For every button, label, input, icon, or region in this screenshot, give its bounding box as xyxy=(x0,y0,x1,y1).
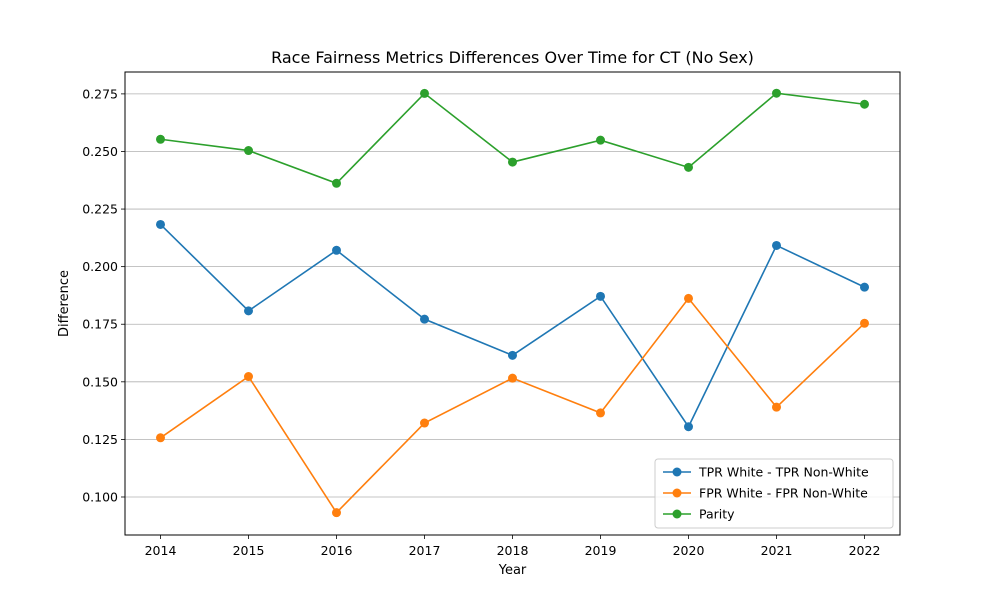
y-axis: 0.100 0.125 0.150 0.175 0.200 0.225 0.250 0.275 xyxy=(82,86,125,504)
x-tick-label: 2021 xyxy=(761,543,793,558)
series-layer xyxy=(156,88,869,518)
x-tick-label: 2017 xyxy=(409,543,441,558)
data-point xyxy=(420,314,429,324)
data-point xyxy=(596,135,605,145)
x-axis-label: Year xyxy=(498,563,527,578)
data-point xyxy=(860,318,869,328)
x-tick-label: 2014 xyxy=(145,543,177,558)
legend-box xyxy=(654,458,894,529)
data-point xyxy=(772,88,781,98)
data-point xyxy=(332,508,341,518)
y-axis-label: Difference xyxy=(57,270,72,337)
y-tick-label: 0.250 xyxy=(82,144,118,159)
y-tick-label: 0.275 xyxy=(82,86,118,101)
y-tick-label: 0.225 xyxy=(82,202,118,217)
data-point xyxy=(860,282,869,292)
x-tick-label: 2020 xyxy=(673,543,705,558)
data-point xyxy=(244,146,253,156)
data-point xyxy=(508,373,517,383)
y-tick-label: 0.125 xyxy=(82,432,118,447)
data-point xyxy=(156,433,165,443)
data-point xyxy=(860,99,869,109)
data-point xyxy=(684,293,693,303)
data-point xyxy=(684,422,693,432)
data-point xyxy=(508,350,517,360)
data-point xyxy=(420,88,429,98)
series-2 xyxy=(156,293,869,518)
series-1 xyxy=(156,219,869,432)
legend-label: TPR White - TPR Non-White xyxy=(698,465,869,480)
series-3 xyxy=(156,88,869,188)
x-tick-label: 2018 xyxy=(497,543,529,558)
data-point xyxy=(772,402,781,412)
x-axis: 2014 2015 2016 2017 2018 2019 2020 2021 2022 xyxy=(145,535,881,558)
data-point xyxy=(772,240,781,250)
data-point xyxy=(596,408,605,418)
legend-label: FPR White - FPR Non-White xyxy=(699,486,868,501)
x-tick-label: 2019 xyxy=(585,543,617,558)
x-tick-label: 2022 xyxy=(849,543,881,558)
legend-marker xyxy=(672,509,682,519)
x-tick-label: 2015 xyxy=(233,543,265,558)
data-point xyxy=(244,372,253,382)
y-tick-label: 0.100 xyxy=(82,489,118,504)
data-point xyxy=(684,162,693,172)
y-tick-label: 0.150 xyxy=(82,374,118,389)
legend-item: TPR White - TPR Non-White xyxy=(663,465,869,480)
y-tick-label: 0.200 xyxy=(82,259,118,274)
legend-label: Parity xyxy=(699,507,735,522)
legend: TPR White - TPR Non-White FPR White - FPR… xyxy=(654,458,894,529)
data-point xyxy=(420,418,429,428)
data-point xyxy=(596,291,605,301)
legend-marker xyxy=(672,467,682,477)
legend-item: FPR White - FPR Non-White xyxy=(663,486,868,501)
x-tick-label: 2016 xyxy=(321,543,353,558)
data-point xyxy=(332,245,341,255)
data-point xyxy=(508,157,517,167)
legend-marker xyxy=(672,488,682,498)
data-point xyxy=(244,306,253,316)
chart-title: Race Fairness Metrics Differences Over T… xyxy=(271,48,754,67)
y-tick-label: 0.175 xyxy=(82,317,118,332)
data-point xyxy=(332,178,341,188)
data-point xyxy=(156,219,165,229)
legend-item: Parity xyxy=(663,507,735,522)
data-point xyxy=(156,134,165,144)
